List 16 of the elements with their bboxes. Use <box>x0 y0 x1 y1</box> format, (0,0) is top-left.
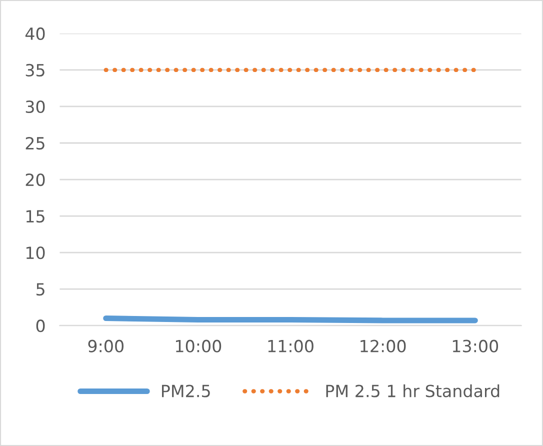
y-tick-label: 25 <box>26 136 44 150</box>
y-tick-label: 5 <box>36 283 44 296</box>
x-tick-label: 12:00 <box>360 340 406 352</box>
x-tick-label: 11:00 <box>268 340 314 352</box>
legend-label: PM 2.5 1 hr Standard <box>326 384 500 398</box>
y-tick-label: 15 <box>26 210 44 223</box>
y-tick-label: 0 <box>36 320 45 332</box>
y-tick-label: 30 <box>26 100 45 114</box>
x-tick-label: 9:00 <box>88 340 124 352</box>
y-tick-label: 40 <box>25 27 45 40</box>
legend-label: PM2.5 <box>162 384 210 398</box>
y-tick-label: 10 <box>26 246 45 260</box>
y-tick-label: 20 <box>26 173 45 186</box>
x-tick-label: 10:00 <box>176 340 222 352</box>
x-tick-label: 13:00 <box>452 340 498 352</box>
y-tick-label: 35 <box>26 64 44 77</box>
